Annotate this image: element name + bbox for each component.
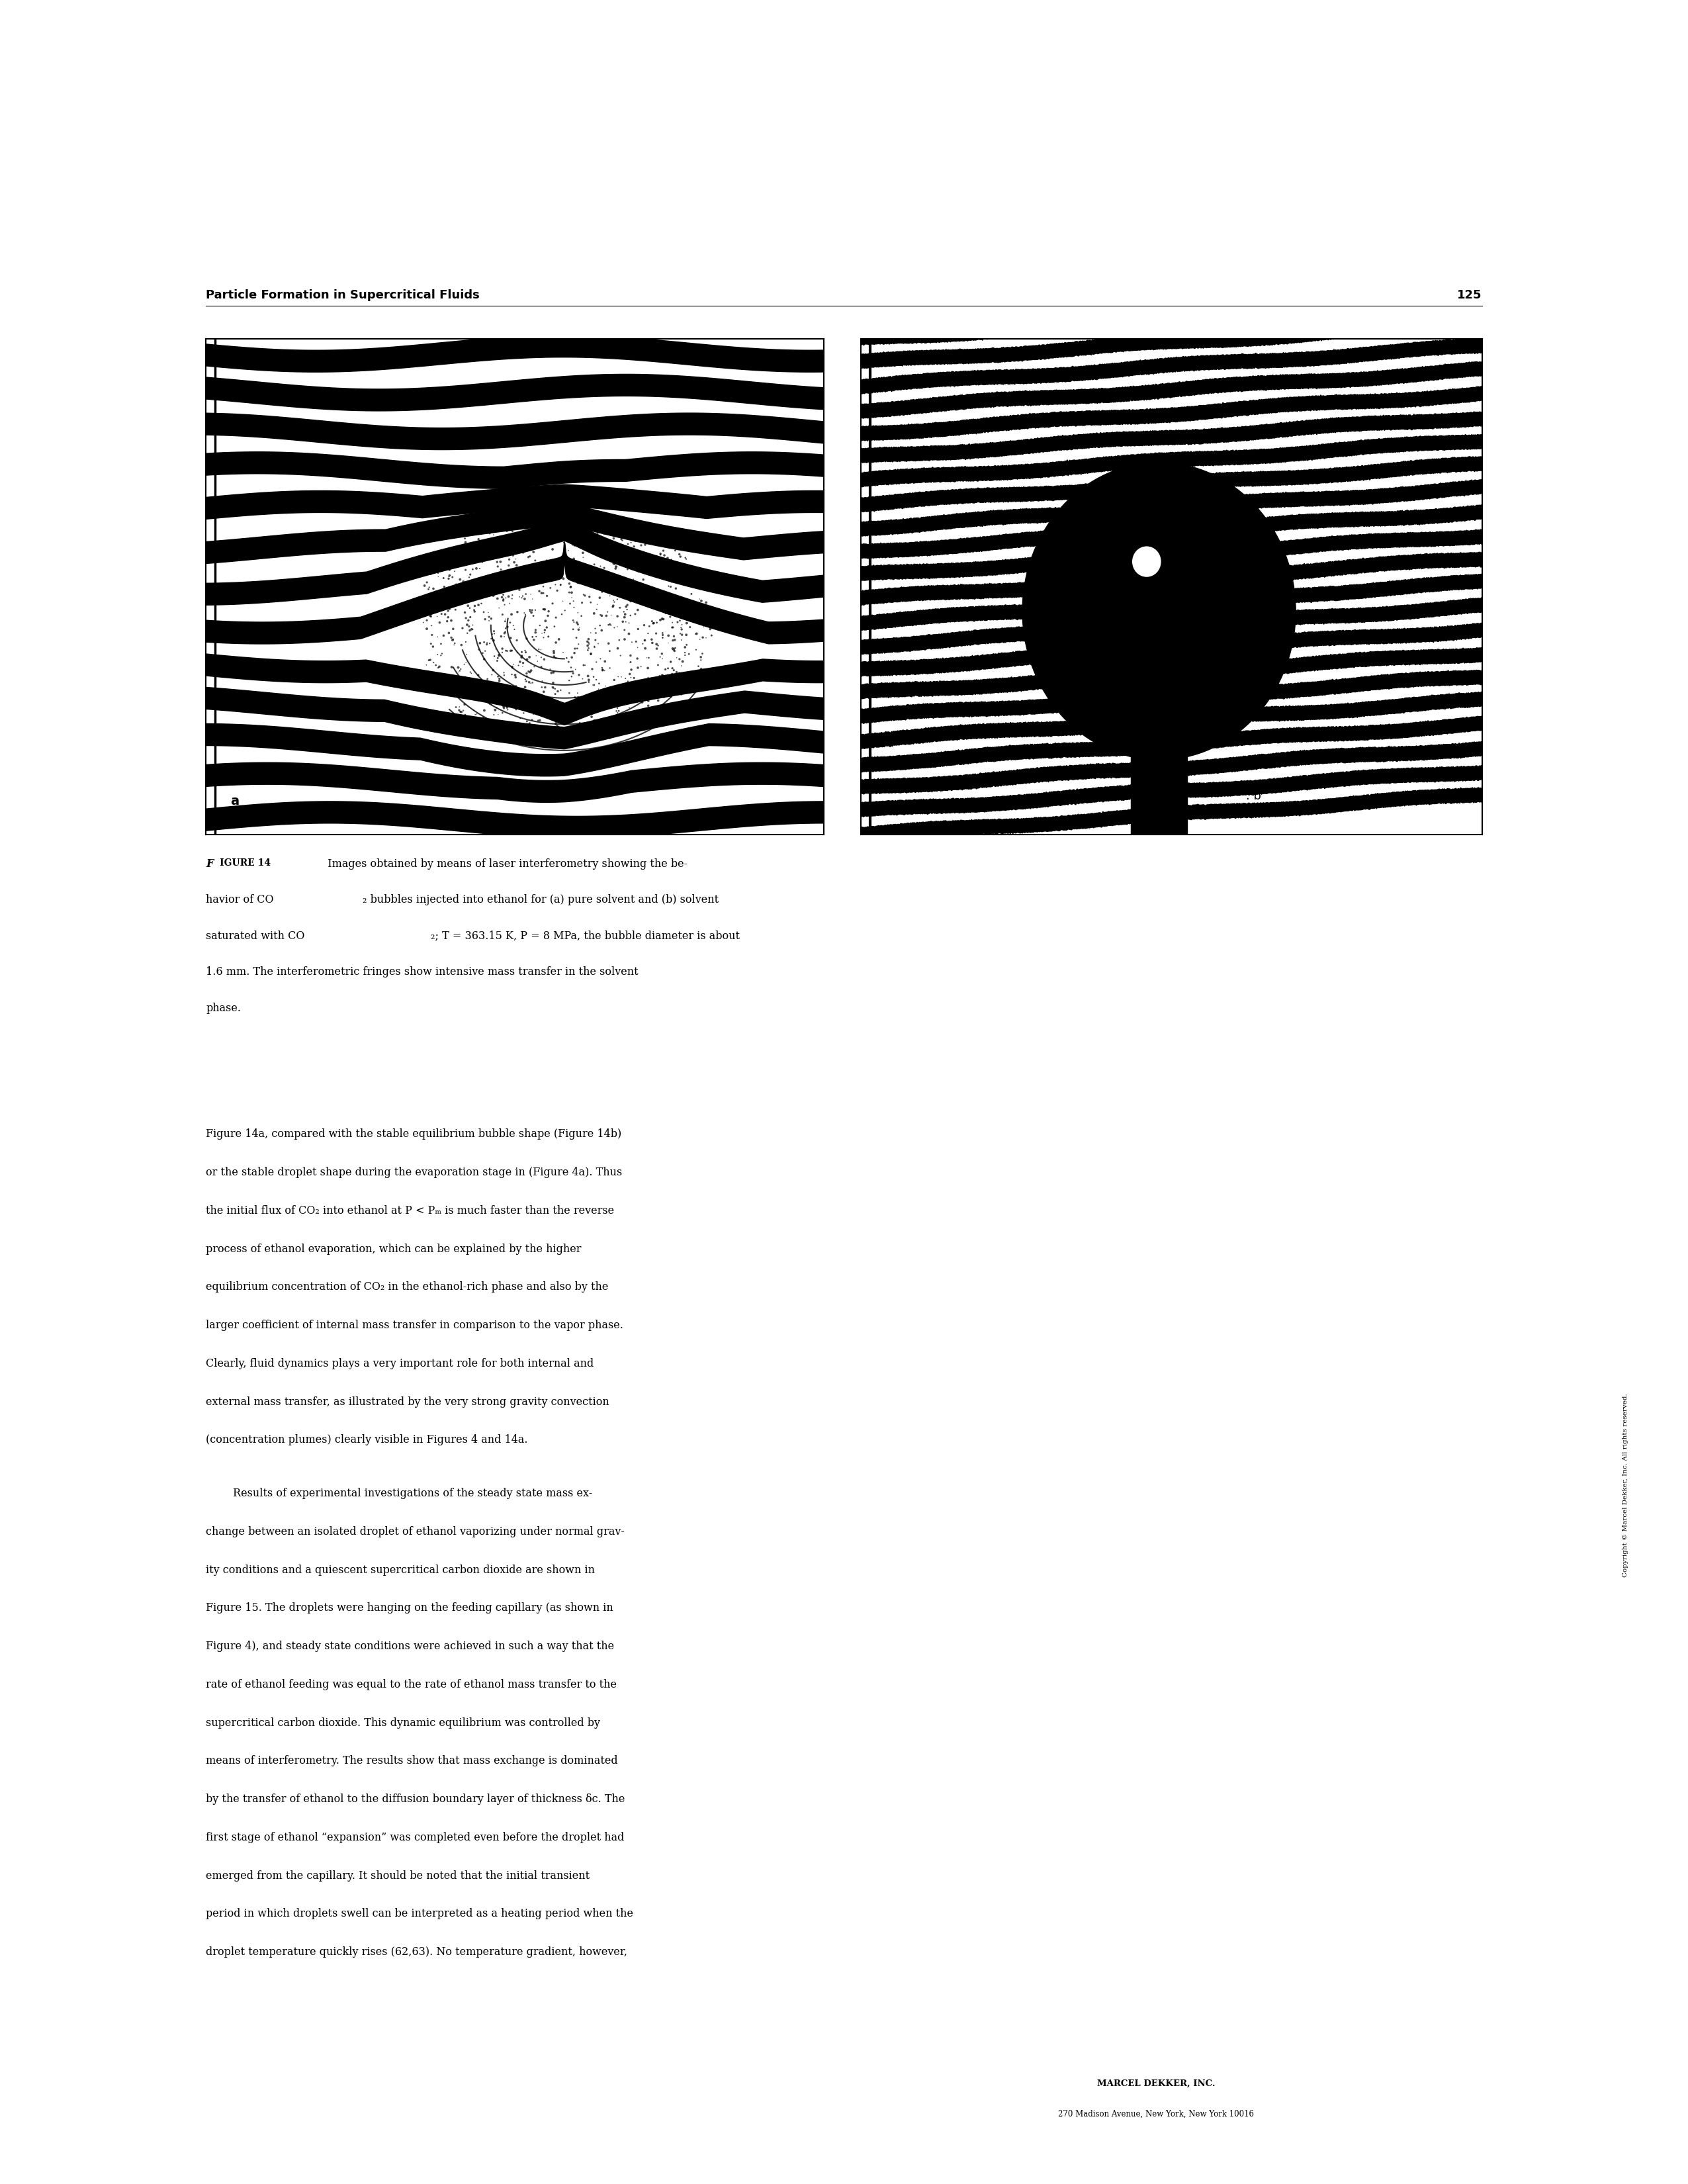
- Text: Figure 14a, compared with the stable equilibrium bubble shape (Figure 14b): Figure 14a, compared with the stable equ…: [206, 1129, 621, 1140]
- Text: or the stable droplet shape during the evaporation stage in (Figure 4a). Thus: or the stable droplet shape during the e…: [206, 1166, 623, 1177]
- Text: external mass transfer, as illustrated by the very strong gravity convection: external mass transfer, as illustrated b…: [206, 1396, 609, 1406]
- Text: (concentration plumes) clearly visible in Figures 4 and 14a.: (concentration plumes) clearly visible i…: [206, 1435, 528, 1446]
- Text: Figure 4), and steady state conditions were achieved in such a way that the: Figure 4), and steady state conditions w…: [206, 1640, 614, 1651]
- Text: process of ethanol evaporation, which can be explained by the higher: process of ethanol evaporation, which ca…: [206, 1243, 581, 1254]
- Text: Results of experimental investigations of the steady state mass ex-: Results of experimental investigations o…: [206, 1487, 592, 1498]
- Text: havior of CO: havior of CO: [206, 895, 273, 906]
- Text: by the transfer of ethanol to the diffusion boundary layer of thickness δc. The: by the transfer of ethanol to the diffus…: [206, 1793, 625, 1804]
- Text: Copyright © Marcel Dekker, Inc. All rights reserved.: Copyright © Marcel Dekker, Inc. All righ…: [1622, 1393, 1629, 1577]
- Text: the initial flux of CO₂ into ethanol at P < Pₘ is much faster than the reverse: the initial flux of CO₂ into ethanol at …: [206, 1206, 614, 1216]
- Text: emerged from the capillary. It should be noted that the initial transient: emerged from the capillary. It should be…: [206, 1870, 589, 1880]
- Text: phase.: phase.: [206, 1002, 241, 1013]
- Text: ₂; T = 363.15 K, P = 8 MPa, the bubble diameter is about: ₂; T = 363.15 K, P = 8 MPa, the bubble d…: [430, 930, 739, 941]
- Text: IGURE 14: IGURE 14: [219, 858, 270, 867]
- Text: period in which droplets swell can be interpreted as a heating period when the: period in which droplets swell can be in…: [206, 1909, 633, 1920]
- Text: larger coefficient of internal mass transfer in comparison to the vapor phase.: larger coefficient of internal mass tran…: [206, 1319, 623, 1330]
- Text: change between an isolated droplet of ethanol vaporizing under normal grav-: change between an isolated droplet of et…: [206, 1527, 625, 1538]
- Text: ity conditions and a quiescent supercritical carbon dioxide are shown in: ity conditions and a quiescent supercrit…: [206, 1564, 594, 1575]
- Text: Figure 15. The droplets were hanging on the feeding capillary (as shown in: Figure 15. The droplets were hanging on …: [206, 1603, 613, 1614]
- Text: Clearly, fluid dynamics plays a very important role for both internal and: Clearly, fluid dynamics plays a very imp…: [206, 1358, 594, 1369]
- Text: 270 Madison Avenue, New York, New York 10016: 270 Madison Avenue, New York, New York 1…: [1058, 2110, 1254, 2118]
- Text: F: F: [206, 858, 213, 869]
- Text: ₂ bubbles injected into ethanol for (a) pure solvent and (b) solvent: ₂ bubbles injected into ethanol for (a) …: [363, 895, 719, 906]
- Text: saturated with CO: saturated with CO: [206, 930, 306, 941]
- Text: means of interferometry. The results show that mass exchange is dominated: means of interferometry. The results sho…: [206, 1756, 618, 1767]
- Text: equilibrium concentration of CO₂ in the ethanol-rich phase and also by the: equilibrium concentration of CO₂ in the …: [206, 1282, 608, 1293]
- Text: MARCEL DEKKER, INC.: MARCEL DEKKER, INC.: [1097, 2079, 1215, 2088]
- Text: rate of ethanol feeding was equal to the rate of ethanol mass transfer to the: rate of ethanol feeding was equal to the…: [206, 1679, 616, 1690]
- Text: droplet temperature quickly rises (62,63). No temperature gradient, however,: droplet temperature quickly rises (62,63…: [206, 1946, 628, 1957]
- Text: 1.6 mm. The interferometric fringes show intensive mass transfer in the solvent: 1.6 mm. The interferometric fringes show…: [206, 965, 638, 978]
- Text: Images obtained by means of laser interferometry showing the be-: Images obtained by means of laser interf…: [321, 858, 687, 869]
- Text: 125: 125: [1457, 290, 1482, 301]
- Text: first stage of ethanol “expansion” was completed even before the droplet had: first stage of ethanol “expansion” was c…: [206, 1832, 625, 1843]
- Text: supercritical carbon dioxide. This dynamic equilibrium was controlled by: supercritical carbon dioxide. This dynam…: [206, 1717, 601, 1728]
- Text: Particle Formation in Supercritical Fluids: Particle Formation in Supercritical Flui…: [206, 290, 479, 301]
